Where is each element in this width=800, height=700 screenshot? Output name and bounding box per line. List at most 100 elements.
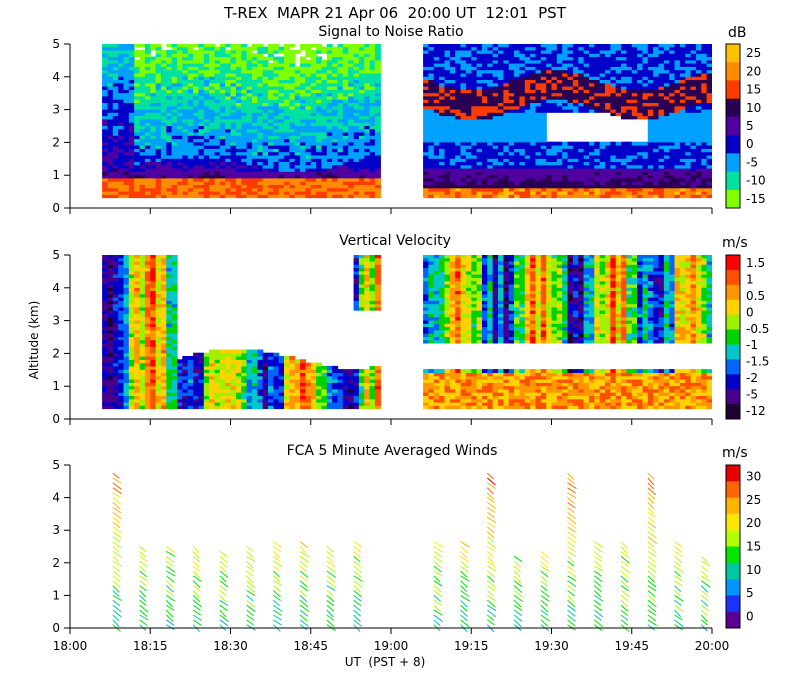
snr-cell [546, 181, 553, 185]
snr-cell [685, 141, 692, 146]
snr-cell [268, 99, 274, 103]
snr-cell [605, 181, 611, 185]
snr-cell [337, 154, 344, 159]
snr-cell [128, 105, 135, 110]
snr-cell [177, 53, 183, 58]
snr-cell [198, 59, 205, 64]
snr-cell [177, 44, 183, 48]
snr-cell [605, 95, 611, 100]
snr-cell [251, 141, 258, 146]
snr-cell [300, 115, 306, 120]
velocity-cell [112, 388, 119, 393]
snr-cell [364, 181, 371, 185]
snr-cell [621, 86, 627, 90]
velocity-cell [118, 303, 125, 308]
snr-cell [107, 92, 114, 97]
snr-cell [289, 112, 296, 117]
snr-cell [535, 99, 542, 103]
snr-cell [465, 69, 472, 74]
snr-cell [567, 95, 574, 100]
snr-cell [139, 63, 146, 67]
snr-cell [214, 99, 221, 103]
snr-cell [674, 92, 681, 97]
snr-cell [112, 105, 119, 110]
snr-cell [332, 89, 339, 94]
velocity-cell [118, 316, 125, 321]
snr-cell [289, 138, 296, 143]
snr-cell [251, 105, 258, 110]
snr-cell [118, 138, 125, 143]
snr-cell [556, 53, 563, 58]
snr-cell [374, 118, 381, 123]
snr-cell [455, 181, 462, 185]
velocity-cell [107, 303, 114, 308]
snr-cell [647, 86, 654, 90]
snr-cell [102, 115, 109, 120]
snr-cell [508, 122, 515, 126]
velocity-cell [123, 405, 130, 410]
snr-cell [626, 89, 633, 94]
snr-cell [524, 112, 531, 117]
velocity-cell [112, 306, 119, 311]
snr-cell [348, 44, 355, 48]
snr-cell [235, 102, 242, 107]
snr-cell [669, 95, 676, 100]
snr-cell [305, 49, 312, 54]
snr-cell [514, 112, 520, 117]
snr-cell [690, 138, 697, 143]
snr-cell [567, 168, 574, 172]
snr-cell [144, 118, 151, 123]
snr-cell [690, 72, 697, 77]
snr-cell [251, 177, 258, 182]
snr-cell [310, 171, 317, 176]
snr-cell [626, 112, 633, 117]
snr-cell [177, 187, 183, 192]
snr-cell [251, 102, 258, 107]
snr-cell [284, 187, 290, 192]
snr-cell [337, 128, 344, 133]
snr-cell [160, 82, 167, 87]
snr-cell [615, 168, 622, 172]
snr-cell [193, 151, 199, 156]
snr-cell [305, 141, 312, 146]
snr-cell [358, 161, 365, 166]
snr-cell [374, 128, 381, 133]
snr-cell [685, 108, 692, 113]
snr-cell [546, 63, 553, 67]
snr-cell [160, 53, 167, 58]
snr-cell [374, 145, 381, 149]
snr-cell [230, 177, 237, 182]
snr-cell [492, 118, 499, 123]
snr-cell [455, 82, 462, 87]
snr-cell [594, 102, 601, 107]
snr-cell [428, 72, 435, 77]
snr-cell [498, 190, 504, 195]
snr-cell [209, 46, 216, 51]
snr-cell [102, 171, 109, 176]
snr-cell [273, 49, 280, 54]
snr-cell [332, 112, 339, 117]
snr-cell [562, 79, 569, 84]
snr-cell [348, 49, 355, 54]
snr-cell [583, 161, 590, 166]
velocity-cell [118, 392, 125, 396]
snr-cell [268, 56, 274, 61]
snr-cell [706, 69, 712, 74]
snr-cell [653, 72, 660, 77]
velocity-cell [102, 306, 109, 311]
snr-cell [583, 154, 590, 159]
snr-cell [123, 63, 130, 67]
snr-cell [471, 158, 478, 162]
snr-cell [492, 194, 499, 199]
snr-cell [246, 128, 253, 133]
snr-cell [305, 105, 312, 110]
snr-cell [642, 181, 649, 185]
snr-cell [112, 177, 119, 182]
snr-cell [460, 86, 467, 90]
snr-cell [465, 128, 472, 133]
snr-cell [455, 99, 462, 103]
snr-cell [310, 125, 317, 130]
snr-cell [669, 105, 676, 110]
snr-cell [316, 141, 322, 146]
snr-cell [578, 82, 585, 87]
